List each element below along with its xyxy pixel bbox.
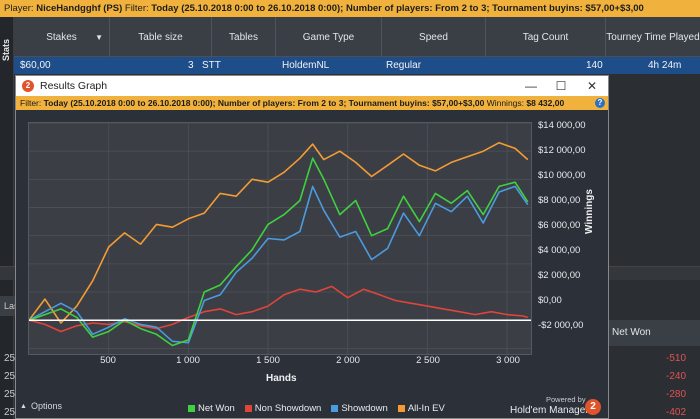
y-tick-label: $2 000,00: [538, 270, 581, 281]
legend-swatch: [188, 405, 195, 412]
legend-item-all-in-ev[interactable]: All-In EV: [397, 403, 445, 414]
y-tick-label: $0,00: [538, 295, 562, 306]
hm2-brand-logo-icon: 2: [585, 399, 601, 415]
x-tick-label: 1 000: [176, 355, 200, 366]
sort-down-icon[interactable]: ▼: [95, 32, 103, 42]
legend-swatch: [397, 405, 405, 412]
dialog-title: Results Graph: [40, 80, 108, 92]
y-tick-label: $8 000,00: [538, 195, 581, 206]
y-tick-label: $12 000,00: [538, 145, 586, 156]
lower-report-table: Net Won -510 -240 -280 -402: [606, 320, 700, 419]
column-header-stakes[interactable]: Stakes ▼: [14, 17, 110, 57]
series-line-all-in-ev: [29, 141, 529, 324]
legend-swatch: [331, 405, 339, 412]
row-value-left: 25: [4, 371, 16, 382]
winnings-value: $8 432,00: [526, 98, 565, 108]
series-line-non-showdown: [29, 285, 529, 333]
hm2-logo-icon: 2: [22, 80, 34, 92]
x-tick-label: 3 000: [496, 355, 520, 366]
y-tick-label: $14 000,00: [538, 120, 586, 131]
y-tick-label: -$2 000,00: [538, 320, 584, 331]
y-tick-label: $10 000,00: [538, 170, 586, 181]
x-tick-label: 2 000: [336, 355, 360, 366]
y-tick-label: $4 000,00: [538, 245, 581, 256]
filter-value: Today (25.10.2018 0:00 to 26.10.2018 0:0…: [43, 98, 485, 108]
filter-value: Today (25.10.2018 0:00 to 26.10.2018 0:0…: [151, 3, 644, 14]
y-axis-label: Winnings: [584, 189, 595, 234]
series-line-net-won: [29, 157, 529, 347]
net-won-value: -510: [665, 353, 686, 364]
minimize-icon[interactable]: —: [525, 79, 537, 93]
cell-tables: STT: [202, 60, 221, 71]
results-line-chart: [29, 123, 531, 354]
player-filter-bar: Player: NiceHandgghf (PS) Filter: Today …: [0, 0, 700, 17]
series-line-showdown: [29, 185, 529, 344]
stats-tab-label: Stats: [1, 39, 11, 62]
plot-area: [28, 122, 532, 355]
column-header-tourney-time[interactable]: Tourney Time Played: [606, 31, 700, 43]
row-value-left: 25: [4, 353, 16, 364]
column-header-net-won[interactable]: Net Won: [606, 320, 700, 346]
net-won-value: -240: [665, 371, 686, 382]
table-row[interactable]: $60,00 3 STT HoldemNL Regular 140 4h 24m: [14, 57, 700, 74]
cell-time-played: 4h 24m: [648, 60, 682, 71]
stats-side-tab[interactable]: Stats: [0, 17, 14, 419]
row-value-left: 25: [4, 407, 16, 418]
help-icon[interactable]: ?: [595, 98, 605, 108]
x-tick-label: 500: [100, 355, 116, 366]
maximize-icon[interactable]: ☐: [555, 79, 567, 93]
dialog-title-bar[interactable]: 2 Results Graph — ☐ ✕: [16, 76, 608, 96]
x-tick-label: 1 500: [256, 355, 280, 366]
legend-item-net-won[interactable]: Net Won: [188, 403, 235, 414]
graph-filter-bar: Filter: Today (25.10.2018 0:00 to 26.10.…: [16, 96, 608, 110]
expand-arrow-icon: ▲: [20, 402, 27, 410]
column-header-tables[interactable]: Tables: [212, 17, 276, 57]
cell-game-type: HoldemNL: [282, 60, 330, 71]
y-tick-label: $6 000,00: [538, 220, 581, 231]
cell-stakes: $60,00: [20, 60, 51, 71]
results-graph-dialog: 2 Results Graph — ☐ ✕ Filter: Today (25.…: [15, 75, 609, 419]
row-value-left: 25: [4, 389, 16, 400]
player-name: NiceHandgghf (PS): [36, 3, 123, 14]
net-won-value: -402: [665, 407, 686, 418]
options-label: Options: [30, 401, 62, 411]
legend-swatch: [244, 405, 252, 412]
chart-legend: Net Won Non Showdown Showdown All-In EV: [188, 403, 445, 414]
cell-speed: Regular: [386, 60, 422, 71]
legend-item-non-showdown[interactable]: Non Showdown: [244, 403, 321, 414]
filter-label: Filter:: [124, 3, 149, 14]
winnings-label: Winnings:: [486, 98, 525, 108]
player-label: Player:: [4, 3, 34, 14]
column-header-game-type[interactable]: Game Type: [276, 17, 382, 57]
powered-by-text: Powered by: [546, 395, 586, 404]
filter-label: Filter:: [20, 98, 42, 108]
x-axis-label: Hands: [266, 373, 297, 384]
brand-name: Hold'em Manager: [510, 405, 589, 416]
column-header-table-size[interactable]: Table size: [110, 17, 212, 57]
column-header-tag-count[interactable]: Tag Count: [486, 17, 606, 57]
report-column-header: Stakes ▼ Table size Tables Game Type Spe…: [14, 17, 700, 57]
options-toggle[interactable]: ▲ Options: [20, 401, 62, 411]
legend-item-showdown[interactable]: Showdown: [331, 403, 388, 414]
x-tick-label: 2 500: [416, 355, 440, 366]
cell-table-size: 3: [188, 60, 194, 71]
column-header-speed[interactable]: Speed: [382, 17, 486, 57]
cell-tag-count: 140: [586, 60, 603, 71]
net-won-value: -280: [665, 389, 686, 400]
close-icon[interactable]: ✕: [586, 79, 598, 93]
